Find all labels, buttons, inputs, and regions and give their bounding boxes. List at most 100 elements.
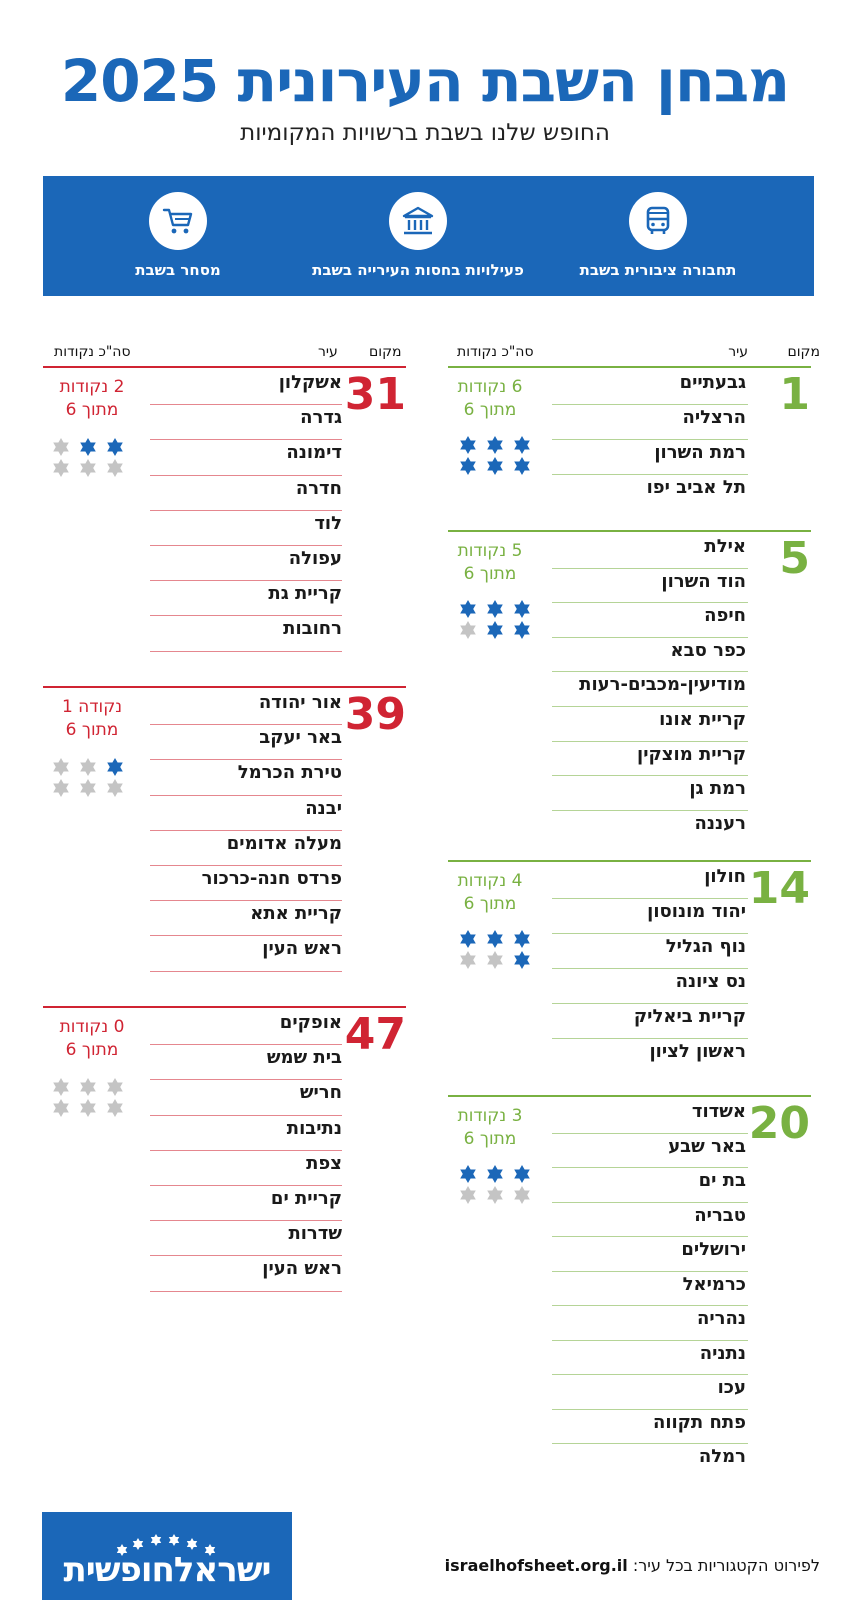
star-filled-icon (460, 457, 476, 475)
star-empty-icon (53, 758, 69, 776)
star-filled-icon (460, 930, 476, 948)
points-total: 2 נקודות מתוך 6 (42, 376, 142, 422)
rank-number: 20 (748, 1098, 810, 1149)
city-name: גבעתיים (679, 372, 746, 393)
city-name: גדרה (300, 407, 342, 429)
city-row-divider (552, 1305, 748, 1306)
city-name: חדרה (295, 477, 342, 499)
city-row-divider (150, 865, 342, 866)
city-name: רמלה (698, 1446, 746, 1467)
city-name: רעננה (694, 812, 746, 834)
city-row-divider (150, 935, 342, 937)
city-name: נתניה (699, 1342, 746, 1364)
points-value: 3 נקודות (457, 1106, 523, 1126)
group-divider (448, 1095, 811, 1097)
rank-number: 31 (344, 369, 406, 420)
city-name: נס ציונה (675, 971, 746, 992)
category-label: תחבורה ציבורית בשבת (579, 261, 737, 279)
city-name: שדרות (288, 1223, 342, 1245)
points-max: מתוך 6 (463, 894, 517, 914)
page-title: מבחן השבת העירונית 2025 (60, 47, 790, 115)
column-header-total: סה"כ נקודות (457, 344, 534, 360)
star-filled-icon (514, 600, 530, 618)
points-total: 6 נקודות מתוך 6 (440, 376, 540, 422)
group-divider (43, 366, 406, 368)
city-row-divider (552, 706, 748, 707)
rank-number: 39 (344, 689, 406, 740)
city-row-divider (150, 1255, 342, 1257)
categories-banner: תחבורה ציבורית בשבת פעילויות בחסות העירי… (43, 176, 814, 296)
city-name: רחובות (283, 618, 342, 640)
city-row-divider (150, 759, 342, 761)
city-name: עכו (717, 1377, 746, 1398)
points-max: מתוך 6 (65, 400, 119, 420)
city-row-divider (552, 1443, 748, 1444)
score-stars (460, 930, 530, 969)
score-stars-box (452, 928, 536, 972)
city-name: לוד (314, 512, 342, 534)
points-value: נקודה 1 (61, 697, 123, 717)
city-name: קריית ים (270, 1188, 342, 1209)
star-empty-icon (460, 1186, 476, 1204)
city-row-divider (150, 829, 342, 831)
star-filled-icon (514, 621, 530, 639)
city-name: אופקים (279, 1012, 342, 1033)
city-row-divider (150, 1149, 342, 1151)
column-header-city: עיר (728, 344, 748, 360)
city-name: אור יהודה (258, 692, 342, 713)
city-row-divider (552, 809, 748, 811)
city-name: ראש העין (262, 938, 342, 960)
city-row-divider (552, 1167, 748, 1168)
city-row-divider (150, 1079, 342, 1081)
star-filled-icon (514, 436, 530, 454)
star-empty-icon (460, 951, 476, 969)
city-name: חיפה (704, 605, 746, 627)
city-row-divider (552, 968, 748, 969)
city-name: חריש (299, 1082, 342, 1104)
points-total: 4 נקודות מתוך 6 (440, 870, 540, 916)
star-filled-icon (514, 1165, 530, 1183)
star-empty-icon (80, 1078, 96, 1096)
star-empty-icon (487, 1186, 503, 1204)
city-name: באר יעקב (259, 727, 342, 749)
points-value: 2 נקודות (59, 377, 125, 397)
city-row-divider (150, 1290, 342, 1292)
category-label: מסחר בשבת (135, 261, 221, 279)
city-row-divider (150, 650, 342, 652)
city-name: יבנה (305, 797, 342, 819)
star-empty-icon (487, 951, 503, 969)
city-row-divider (552, 740, 748, 742)
star-empty-icon (107, 1078, 123, 1096)
city-name: באר שבע (668, 1135, 746, 1157)
city-name: נהריה (696, 1308, 746, 1329)
category-municipal-activities: פעילויות בחסות העירייה בשבת (288, 192, 548, 279)
city-name: תל אביב יפו (646, 477, 746, 498)
star-filled-icon (514, 951, 530, 969)
city-name: פרדס חנה-כרכור (201, 868, 342, 889)
points-max: מתוך 6 (463, 564, 517, 584)
city-name: יהוד מונוסון (647, 901, 746, 922)
city-row-divider (552, 1408, 748, 1410)
star-empty-icon (53, 1099, 69, 1117)
city-name: טירת הכרמל (237, 762, 342, 784)
points-max: מתוך 6 (463, 1129, 517, 1149)
rank-number: 47 (344, 1009, 406, 1060)
city-name: פתח תקווה (652, 1411, 746, 1433)
city-row-divider (552, 1003, 748, 1004)
footer-link[interactable]: לפירוט הקטגוריות בכל עיר: israelhofsheet… (445, 1556, 820, 1575)
star-empty-icon (514, 1186, 530, 1204)
city-row-divider (150, 474, 342, 476)
star-empty-icon (53, 438, 69, 456)
points-max: מתוך 6 (463, 400, 517, 420)
footer-url[interactable]: israelhofsheet.org.il (444, 1556, 628, 1575)
city-name: נתיבות (286, 1117, 342, 1139)
score-stars-box (452, 598, 536, 642)
city-name: מעלה אדומים (226, 832, 342, 854)
city-name: טבריה (694, 1204, 746, 1226)
city-name: בת ים (698, 1170, 746, 1191)
star-filled-icon (487, 930, 503, 948)
city-row-divider (150, 794, 342, 796)
city-name: אשקלון (278, 372, 342, 393)
star-filled-icon (487, 621, 503, 639)
